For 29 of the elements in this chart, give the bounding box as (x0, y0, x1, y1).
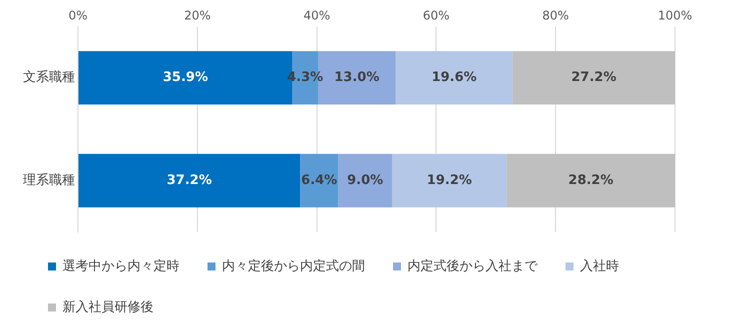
bar (338, 154, 392, 208)
x-tick-label: 100% (658, 8, 692, 22)
data-label: 9.0% (347, 172, 384, 188)
data-label: 13.0% (334, 70, 380, 86)
legend-label: 内定式後から入社まで (408, 258, 538, 274)
data-label: 19.6% (432, 70, 477, 86)
data-label: 37.2% (166, 172, 212, 188)
legend-label: 新入社員研修後 (62, 300, 154, 315)
x-tick-label: 80% (542, 8, 569, 22)
legend-label: 内々定後から内定式の間 (222, 258, 365, 274)
legend-label: 選考中から内々定時 (62, 258, 180, 274)
data-label: 28.2% (568, 172, 614, 188)
legend-label: 入社時 (580, 258, 619, 274)
data-label: 27.2% (571, 70, 616, 86)
y-tick-label: 理系職種 (23, 172, 75, 188)
x-tick-label: 20% (184, 8, 211, 22)
x-tick-label: 0% (68, 8, 88, 22)
bar (300, 154, 338, 208)
bar (392, 154, 507, 208)
bar (78, 154, 300, 208)
data-label: 19.2% (426, 172, 472, 188)
bar (506, 154, 675, 208)
x-tick-label: 40% (303, 8, 330, 22)
bar (512, 51, 675, 105)
y-tick-label: 文系職種 (23, 70, 75, 86)
x-tick-label: 60% (422, 8, 450, 22)
bar (396, 51, 513, 105)
data-label: 35.9% (162, 70, 208, 86)
data-label: 6.4% (301, 172, 338, 188)
